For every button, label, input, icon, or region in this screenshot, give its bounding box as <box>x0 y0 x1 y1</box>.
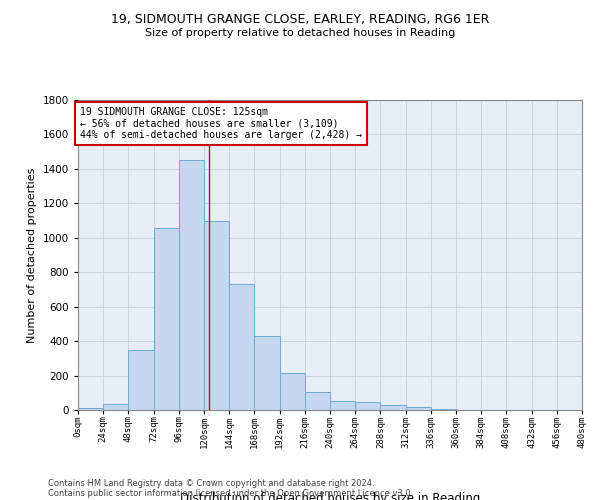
Bar <box>254 336 280 410</box>
Bar <box>355 402 380 410</box>
Bar <box>103 404 128 410</box>
Bar <box>330 401 355 410</box>
Bar <box>204 222 229 410</box>
Text: 19 SIDMOUTH GRANGE CLOSE: 125sqm
← 56% of detached houses are smaller (3,109)
44: 19 SIDMOUTH GRANGE CLOSE: 125sqm ← 56% o… <box>80 107 362 140</box>
Text: 19, SIDMOUTH GRANGE CLOSE, EARLEY, READING, RG6 1ER: 19, SIDMOUTH GRANGE CLOSE, EARLEY, READI… <box>111 12 489 26</box>
Bar <box>154 228 179 410</box>
Text: Contains public sector information licensed under the Open Government Licence v3: Contains public sector information licen… <box>48 488 413 498</box>
Text: Size of property relative to detached houses in Reading: Size of property relative to detached ho… <box>145 28 455 38</box>
Bar <box>406 406 431 410</box>
X-axis label: Distribution of detached houses by size in Reading: Distribution of detached houses by size … <box>180 492 480 500</box>
Bar <box>179 160 204 410</box>
Bar <box>78 408 103 410</box>
Bar <box>229 284 254 410</box>
Y-axis label: Number of detached properties: Number of detached properties <box>27 168 37 342</box>
Bar <box>280 373 305 410</box>
Bar <box>128 350 154 410</box>
Text: Contains HM Land Registry data © Crown copyright and database right 2024.: Contains HM Land Registry data © Crown c… <box>48 478 374 488</box>
Bar <box>431 408 456 410</box>
Bar <box>380 405 406 410</box>
Bar <box>305 392 330 410</box>
